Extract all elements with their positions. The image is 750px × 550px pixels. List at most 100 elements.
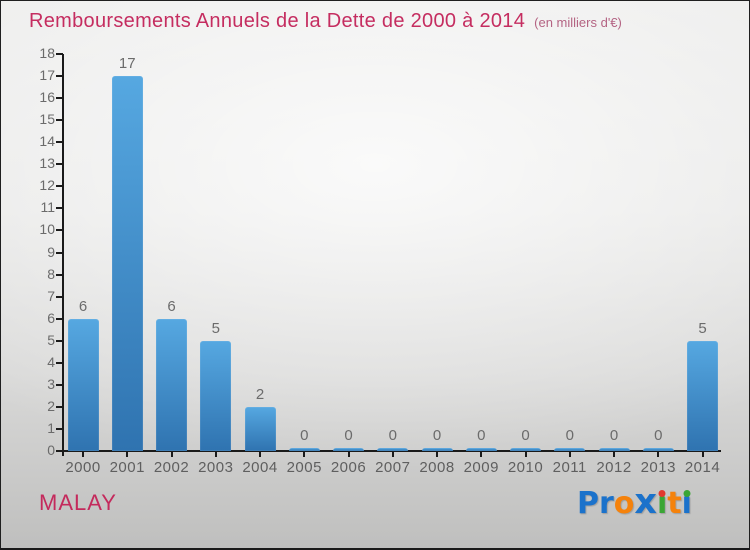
y-tick-label: 1: [47, 419, 55, 436]
bar-value-label: 6: [167, 297, 176, 315]
bar-value-label: 0: [344, 427, 353, 444]
y-tick-label: 4: [47, 353, 55, 370]
x-tick: [391, 451, 394, 457]
y-tick-label: 3: [47, 375, 55, 392]
logo-letter-dot: [683, 490, 691, 497]
x-tick-label: 2005: [286, 459, 322, 476]
y-tick: [56, 273, 63, 276]
y-tick-label: 10: [39, 221, 55, 238]
chart-header: Remboursements Annuels de la Dette de 20…: [29, 10, 622, 33]
bar-value-label: 0: [609, 427, 619, 444]
y-tick: [56, 427, 63, 430]
logo-letter: P: [577, 486, 599, 521]
x-tick-label: 2006: [330, 459, 367, 476]
x-tick: [303, 451, 306, 457]
bar: [554, 448, 586, 451]
y-tick: [56, 339, 63, 342]
y-tick: [56, 295, 63, 298]
x-tick-label: 2009: [463, 459, 499, 476]
y-tick-label: 13: [39, 155, 55, 172]
x-tick-label: 2000: [65, 459, 101, 476]
y-tick: [56, 185, 63, 188]
logo-letter: r: [599, 486, 614, 521]
x-tick-label: 2002: [153, 459, 190, 476]
y-tick: [56, 141, 63, 144]
bar: [111, 76, 143, 451]
x-tick: [480, 451, 483, 457]
x-tick: [259, 451, 261, 457]
y-tick-label: 15: [39, 111, 55, 128]
y-tick: [56, 119, 63, 122]
chart-title: Remboursements Annuels de la Dette de 20…: [29, 10, 526, 32]
x-tick: [214, 451, 217, 457]
bar: [377, 448, 409, 451]
bar-value-label: 17: [118, 55, 136, 73]
y-tick-label: 8: [47, 265, 55, 282]
bar-value-label: 0: [300, 427, 309, 444]
x-tick-label: 2003: [198, 459, 234, 476]
chart-subtitle: (en milliers d'€): [534, 15, 622, 30]
x-tick: [82, 451, 84, 457]
y-tick-label: 12: [39, 177, 55, 194]
x-tick: [524, 451, 527, 457]
bar: [288, 448, 320, 451]
y-tick-label: 6: [47, 309, 55, 326]
y-tick: [56, 361, 63, 364]
y-tick: [56, 53, 63, 55]
bar: [156, 318, 187, 451]
x-tick: [126, 451, 129, 457]
logo-letter-dot: [658, 490, 666, 497]
y-tick: [56, 405, 63, 408]
logo-letter: t: [667, 486, 682, 521]
x-tick: [436, 451, 438, 457]
x-tick: [347, 451, 350, 457]
x-tick-label: 2007: [375, 459, 411, 476]
x-tick-label: 2004: [242, 459, 278, 476]
x-tick-label: 2014: [684, 459, 721, 476]
y-tick: [56, 251, 63, 254]
y-tick: [56, 75, 63, 78]
bar-value-label: 0: [654, 427, 663, 444]
bar-value-label: 0: [565, 427, 574, 444]
y-tick-label: 7: [47, 287, 55, 304]
bar: [510, 448, 541, 451]
bar-value-label: 5: [698, 319, 707, 337]
x-tick-label: 2011: [552, 459, 587, 476]
y-tick-label: 9: [47, 243, 55, 260]
x-tick-label: 2008: [419, 459, 455, 476]
x-tick-label: 2013: [640, 459, 676, 476]
y-tick: [56, 207, 63, 210]
x-tick: [701, 451, 704, 457]
bar: [598, 448, 630, 451]
proxiti-logo[interactable]: Proxı tı: [577, 484, 692, 522]
x-tick: [657, 451, 660, 457]
bar: [642, 448, 674, 451]
y-tick: [56, 450, 63, 452]
y-tick: [56, 163, 63, 166]
y-tick-label: 18: [39, 45, 55, 61]
y-tick-label: 11: [40, 199, 55, 216]
logo-letter: o: [613, 486, 635, 521]
place-name: MALAY: [39, 490, 117, 515]
y-tick-label: 16: [39, 89, 55, 106]
bar-value-label: 6: [78, 297, 88, 315]
y-tick-label: 14: [39, 133, 55, 150]
bar: [465, 448, 497, 451]
x-tick: [170, 451, 173, 457]
y-tick-label: 2: [47, 397, 55, 414]
x-tick: [568, 451, 571, 457]
bar: [67, 318, 99, 451]
bar-value-label: 0: [388, 427, 397, 444]
x-tick-label: 2001: [109, 459, 145, 476]
y-axis-line: [62, 54, 64, 456]
y-tick: [56, 383, 63, 386]
bar-value-label: 0: [432, 427, 442, 444]
x-tick: [613, 451, 615, 457]
logo-letter: x: [634, 482, 657, 522]
y-tick-label: 0: [47, 442, 55, 458]
bar-value-label: 2: [255, 385, 265, 403]
y-tick-label: 17: [39, 67, 55, 84]
bar-value-label: 0: [477, 427, 486, 444]
